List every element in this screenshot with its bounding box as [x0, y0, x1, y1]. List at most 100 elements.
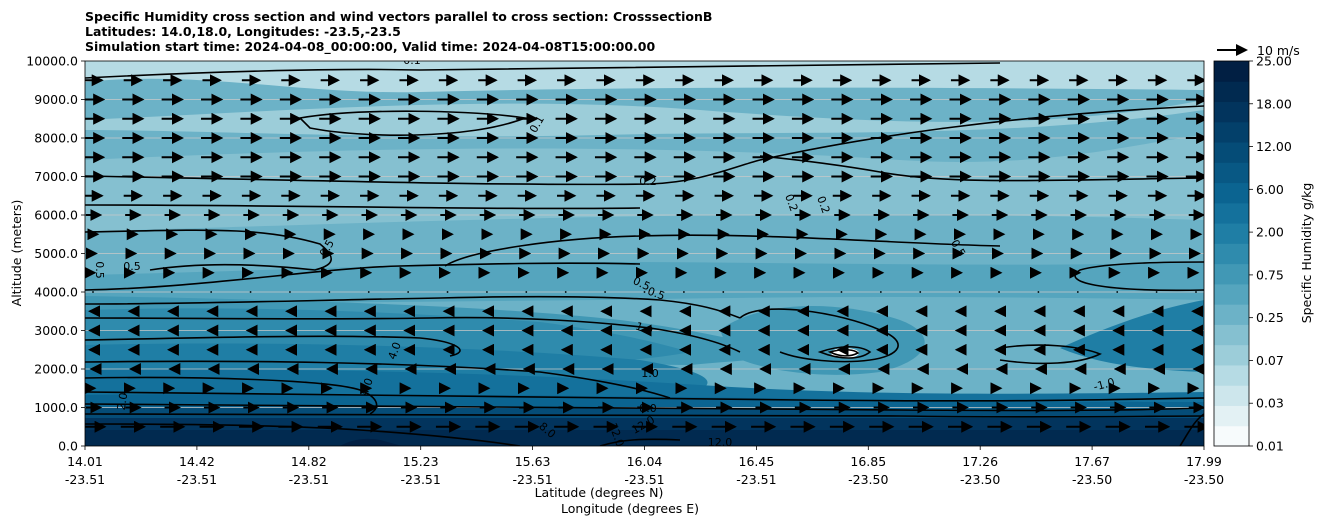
y-tick-label: 5000.0 — [34, 246, 78, 261]
contour-label: 0.2 — [782, 192, 800, 213]
wind-vector — [210, 291, 213, 293]
y-axis: 0.0 1000.0 2000.0 3000.0 4000.0 5000.0 6000.0 7… — [26, 54, 85, 454]
colorbar-frame — [1213, 60, 1250, 447]
wind-vector — [998, 291, 1000, 293]
contour-label: 1.0 — [641, 367, 659, 380]
contour-line — [85, 413, 1204, 418]
colorbar-segment — [1214, 344, 1249, 366]
colorbar-segment — [1214, 425, 1249, 447]
wind-vector — [131, 291, 134, 293]
colorbar-segment — [1214, 202, 1249, 224]
y-tick-label: 10000.0 — [26, 54, 78, 69]
wind-vector — [564, 291, 567, 293]
x-tick-label-lon: -23.51 — [289, 472, 329, 487]
wind-vector — [1076, 291, 1079, 293]
contour-label: 12.0 — [708, 436, 733, 449]
x-axis: 14.01 -23.51 14.42 -23.51 14.82 -23.51 15.23 -2… — [65, 446, 1224, 487]
colorbar-tick-label: 6.00 — [1256, 182, 1284, 197]
wind-vector — [958, 291, 961, 293]
colorbar-segment — [1214, 405, 1249, 427]
wind-vector — [289, 291, 291, 293]
y-tick-label: 8000.0 — [34, 131, 78, 146]
x-tick-label-lat: 14.01 — [67, 454, 103, 469]
x-tick-label-lon: -23.51 — [624, 472, 664, 487]
wind-vector — [879, 291, 882, 293]
contour-label: 0.5 — [646, 285, 667, 303]
plot-area: 0.10.10.20.2 0.20.50.50.50.50.50.51.01.0-… — [85, 54, 1204, 449]
contour-line — [739, 308, 899, 363]
contour-label: -1.0 — [1092, 376, 1116, 394]
colorbar-tick-label: 0.01 — [1256, 439, 1284, 454]
colorbar-tick-label: 2.00 — [1256, 225, 1284, 240]
x-tick-label-lat: 14.42 — [179, 454, 215, 469]
wind-key: 10 m/s — [1217, 43, 1300, 58]
x-tick-label-lat: 15.63 — [515, 454, 551, 469]
x-tick-label-lon: -23.50 — [1184, 472, 1224, 487]
colorbar-segment — [1214, 182, 1249, 204]
x-tick-label-lon: -23.50 — [848, 472, 888, 487]
colorbar-segment — [1214, 81, 1249, 103]
x-tick-label-lat: 17.67 — [1074, 454, 1110, 469]
colorbar: 0.01 0.03 0.07 0.25 0.75 2.00 6.00 12.00 18.00 25… — [1213, 54, 1292, 454]
x-tick-label-lon: -23.51 — [401, 472, 441, 487]
x-tick-label-lat: 17.99 — [1186, 454, 1222, 469]
wind-vector — [1195, 291, 1197, 293]
contour-label: 0.2 — [639, 175, 657, 188]
contour-label: 4.0 — [358, 376, 376, 397]
colorbar-segment — [1214, 243, 1249, 265]
contour-label: 1.0 — [634, 320, 655, 338]
title-line-2: Latitudes: 14.0,18.0, Longitudes: -23.5,… — [85, 24, 401, 39]
x-tick-label-lat: 16.04 — [627, 454, 663, 469]
contour-label: 0.5 — [93, 261, 106, 279]
wind-vector — [1037, 291, 1040, 293]
wind-vectors — [85, 74, 1204, 433]
wind-vector — [761, 291, 764, 293]
y-tick-label: 1000.0 — [34, 400, 78, 415]
wind-vector — [801, 291, 803, 293]
wind-vector — [367, 291, 370, 293]
x-tick-label-lat: 16.85 — [850, 454, 886, 469]
contour-line — [85, 204, 641, 210]
title-line-3: Simulation start time: 2024-04-08_00:00:… — [85, 39, 656, 54]
contour-label: 0.1 — [403, 54, 421, 67]
contour-line — [85, 262, 641, 291]
y-tick-label: 0.0 — [58, 439, 78, 454]
colorbar-segment — [1214, 101, 1249, 123]
contour-line — [85, 295, 741, 319]
x-axis-label-latitude: Latitude (degrees N) — [535, 485, 664, 500]
wind-vector — [249, 291, 252, 293]
colorbar-tick-label: 0.03 — [1256, 396, 1284, 411]
colorbar-tick-label: 0.25 — [1256, 310, 1284, 325]
wind-key-label: 10 m/s — [1257, 43, 1300, 58]
wind-vector — [1155, 291, 1158, 293]
humidity-band — [720, 306, 925, 375]
x-tick-label-lat: 16.45 — [739, 454, 775, 469]
x-tick-label-lon: -23.51 — [65, 472, 105, 487]
wind-vector — [840, 291, 843, 293]
wind-vector — [682, 291, 685, 293]
contour-label: 0.5 — [123, 260, 141, 273]
y-axis-label: Altitude (meters) — [9, 200, 24, 307]
colorbar-segment — [1214, 283, 1249, 305]
colorbar-tick-label: 18.00 — [1256, 96, 1292, 111]
contour-line — [85, 360, 671, 399]
colorbar-segment — [1214, 364, 1249, 386]
humidity-band — [340, 438, 405, 446]
wind-vector — [170, 291, 173, 293]
x-tick-label-lat: 17.26 — [962, 454, 998, 469]
colorbar-segment — [1214, 263, 1249, 285]
x-tick-label-lon: -23.51 — [512, 472, 552, 487]
y-tick-label: 7000.0 — [34, 169, 78, 184]
wind-vector — [1116, 291, 1119, 293]
y-tick-label: 9000.0 — [34, 92, 78, 107]
colorbar-segment — [1214, 385, 1249, 406]
x-axis-label-longitude: Longitude (degrees E) — [561, 501, 699, 516]
contour-label: 4.0 — [386, 340, 404, 361]
colorbar-segment — [1214, 304, 1249, 325]
humidity-band — [1060, 300, 1204, 372]
contour-line — [599, 438, 681, 446]
contour-label: 2.0 — [115, 392, 131, 411]
y-tick-label: 6000.0 — [34, 208, 78, 223]
colorbar-segment — [1214, 162, 1249, 184]
